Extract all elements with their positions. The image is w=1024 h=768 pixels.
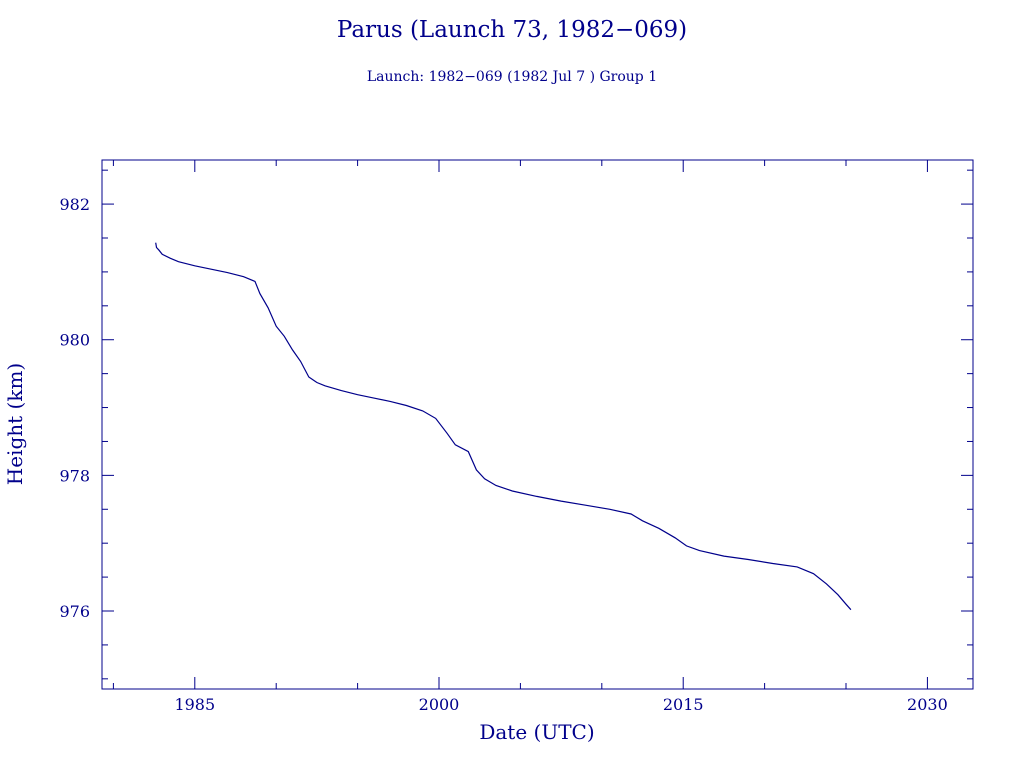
minor-ticks (102, 160, 973, 689)
chart-title: Parus (Launch 73, 1982−069) (337, 17, 687, 43)
chart-subtitle: Launch: 1982−069 (1982 Jul 7 ) Group 1 (367, 69, 657, 85)
y-axis-label: Height (km) (3, 363, 27, 485)
series-line (155, 242, 852, 611)
x-tick-label: 2000 (419, 695, 460, 714)
y-tick-label: 976 (59, 602, 90, 621)
plot-frame (101, 159, 974, 690)
x-tick-label: 1985 (174, 695, 215, 714)
y-tick-label: 978 (59, 466, 90, 485)
x-axis-label: Date (UTC) (479, 720, 594, 744)
y-tick-label: 982 (59, 195, 90, 214)
y-tick-label: 980 (59, 331, 90, 350)
x-axis: 1985 2000 2015 2030 (174, 160, 948, 714)
x-tick-label: 2015 (663, 695, 704, 714)
x-tick-label: 2030 (907, 695, 948, 714)
y-axis: 976 978 980 982 (59, 195, 973, 621)
